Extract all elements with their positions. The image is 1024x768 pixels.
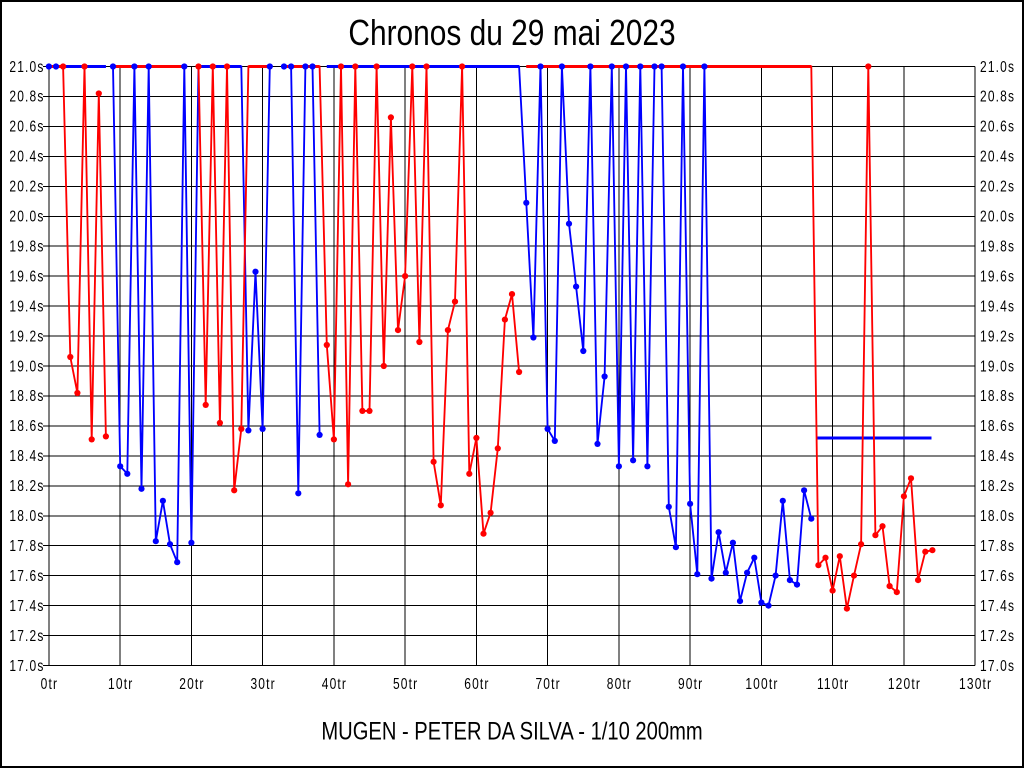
svg-text:17.6s: 17.6s [980, 566, 1015, 584]
svg-text:18.0s: 18.0s [980, 506, 1015, 524]
svg-text:18.2s: 18.2s [980, 476, 1015, 494]
svg-text:17.8s: 17.8s [9, 536, 44, 554]
svg-text:17.4s: 17.4s [9, 596, 44, 614]
svg-text:30tr: 30tr [250, 674, 275, 692]
svg-text:18.4s: 18.4s [9, 446, 44, 464]
svg-text:0tr: 0tr [41, 674, 58, 692]
svg-text:90tr: 90tr [678, 674, 703, 692]
svg-text:20tr: 20tr [179, 674, 204, 692]
svg-text:18.6s: 18.6s [9, 416, 44, 434]
svg-text:18.6s: 18.6s [980, 416, 1015, 434]
svg-text:19.4s: 19.4s [980, 297, 1015, 315]
svg-text:18.8s: 18.8s [980, 386, 1015, 404]
svg-text:19.6s: 19.6s [980, 267, 1015, 285]
svg-text:120tr: 120tr [888, 674, 921, 692]
svg-text:20.8s: 20.8s [980, 87, 1015, 105]
svg-text:17.8s: 17.8s [980, 536, 1015, 554]
svg-text:20.0s: 20.0s [980, 207, 1015, 225]
svg-text:20.4s: 20.4s [980, 147, 1015, 165]
svg-text:130tr: 130tr [959, 674, 992, 692]
svg-text:18.2s: 18.2s [9, 476, 44, 494]
svg-text:17.2s: 17.2s [9, 626, 44, 644]
svg-text:17.4s: 17.4s [980, 596, 1015, 614]
svg-text:80tr: 80tr [607, 674, 632, 692]
svg-text:17.0s: 17.0s [9, 656, 44, 674]
svg-text:21.0s: 21.0s [980, 57, 1015, 75]
svg-text:18.0s: 18.0s [9, 506, 44, 524]
svg-text:MUGEN - PETER DA SILVA - 1/10: MUGEN - PETER DA SILVA - 1/10 200mm [321, 718, 702, 745]
svg-text:20.4s: 20.4s [9, 147, 44, 165]
svg-text:60tr: 60tr [464, 674, 489, 692]
svg-text:110tr: 110tr [817, 674, 849, 692]
svg-text:70tr: 70tr [535, 674, 560, 692]
svg-text:100tr: 100tr [745, 674, 778, 692]
svg-text:18.8s: 18.8s [9, 386, 44, 404]
svg-text:10tr: 10tr [108, 674, 133, 692]
svg-text:20.8s: 20.8s [9, 87, 44, 105]
svg-text:17.2s: 17.2s [980, 626, 1015, 644]
svg-text:19.8s: 19.8s [980, 237, 1015, 255]
svg-text:19.2s: 19.2s [9, 327, 44, 345]
svg-text:19.8s: 19.8s [9, 237, 44, 255]
svg-text:19.0s: 19.0s [9, 357, 44, 375]
svg-text:17.6s: 17.6s [9, 566, 44, 584]
svg-text:21.0s: 21.0s [9, 57, 44, 75]
svg-text:19.6s: 19.6s [9, 267, 44, 285]
svg-text:40tr: 40tr [322, 674, 347, 692]
svg-text:20.2s: 20.2s [980, 177, 1015, 195]
svg-text:18.4s: 18.4s [980, 446, 1015, 464]
svg-text:17.0s: 17.0s [980, 656, 1015, 674]
svg-text:50tr: 50tr [393, 674, 418, 692]
svg-text:19.4s: 19.4s [9, 297, 44, 315]
svg-text:19.0s: 19.0s [980, 357, 1015, 375]
svg-text:20.6s: 20.6s [9, 117, 44, 135]
svg-text:19.2s: 19.2s [980, 327, 1015, 345]
svg-text:20.2s: 20.2s [9, 177, 44, 195]
svg-text:Chronos du 29 mai 2023: Chronos du 29 mai 2023 [348, 14, 675, 54]
svg-text:20.6s: 20.6s [980, 117, 1015, 135]
svg-text:20.0s: 20.0s [9, 207, 44, 225]
